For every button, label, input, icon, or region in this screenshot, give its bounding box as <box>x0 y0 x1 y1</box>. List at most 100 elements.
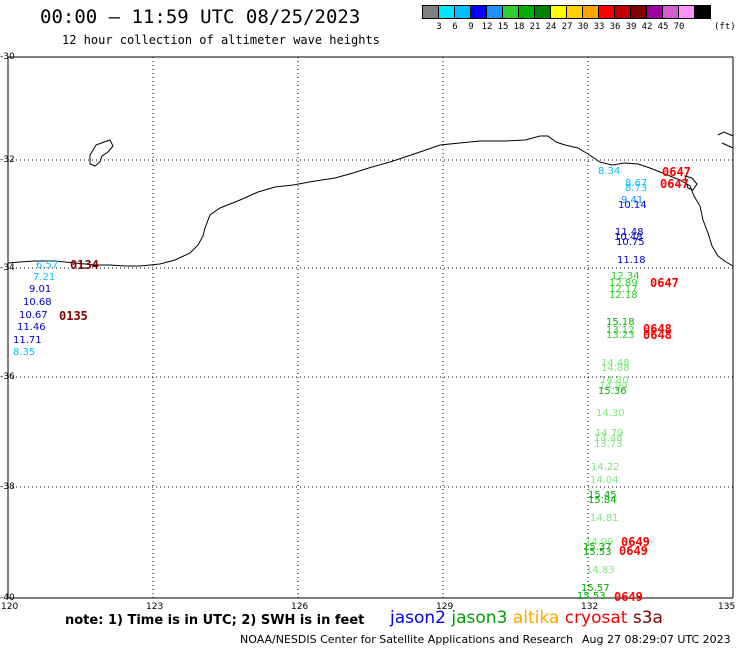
longitude-label: 132 <box>581 602 599 612</box>
wave-height-reading: 10.68 <box>23 297 52 308</box>
longitude-label: 135 <box>718 602 736 612</box>
wave-height-reading: 12.17 <box>609 284 638 295</box>
wave-height-reading: 6.57 <box>36 260 59 271</box>
graticule <box>8 57 733 598</box>
wave-height-reading: 7.21 <box>33 272 56 283</box>
color-scale-label: 24 <box>545 22 557 32</box>
color-scale-label: 18 <box>513 22 525 32</box>
wave-height-reading: 13.12 <box>606 325 635 336</box>
wave-height-reading: 10.14 <box>618 200 647 211</box>
color-scale <box>422 5 711 19</box>
longitude-label: 120 <box>1 602 19 612</box>
wave-height-reading: 11.48 <box>615 227 644 238</box>
legend-item-jason3: jason3 <box>451 608 513 628</box>
pass-time-label: 0647 <box>650 276 679 290</box>
latitude-label: -30 <box>0 52 15 62</box>
latitude-label: -34 <box>0 263 15 273</box>
wave-height-reading: 15.84 <box>588 495 617 506</box>
latitude-label: -40 <box>0 593 15 603</box>
wave-height-reading: 12.18 <box>609 290 638 301</box>
pass-time-label: 0648 <box>643 322 672 336</box>
wave-height-reading: 8.67 <box>625 178 648 189</box>
wave-height-reading: 14.99 <box>599 381 628 392</box>
wave-height-reading: 14.88 <box>601 363 630 374</box>
color-scale-labels: 3 6 9 12 15 18 21 24 27 30 33 36 39 42 45 70 <box>422 22 740 34</box>
coastline <box>7 135 734 267</box>
map-frame <box>7 56 734 599</box>
satellite-legend: jason2 jason3 altika cryosat s3a <box>390 608 663 628</box>
wave-height-reading: 8.73 <box>625 183 648 194</box>
color-scale-label: 42 <box>641 22 653 32</box>
eyre-peninsula-coast <box>717 131 734 149</box>
wave-height-reading: 10.75 <box>616 237 645 248</box>
wave-height-reading: 13.73 <box>594 439 623 450</box>
wave-height-reading: 14.80 <box>600 375 629 386</box>
wave-height-reading: 14.48 <box>594 433 623 444</box>
color-scale-unit: (ft) <box>714 22 736 32</box>
wave-height-reading: 15.53 <box>577 591 606 602</box>
wave-height-reading: 15.37 <box>583 542 612 553</box>
wave-height-reading: 13.23 <box>606 330 635 341</box>
color-scale-label: 39 <box>625 22 637 32</box>
latitude-label: -36 <box>0 372 15 382</box>
color-scale-label: 33 <box>593 22 605 32</box>
color-scale-label: 6 <box>452 22 458 32</box>
wave-height-reading: 12.89 <box>609 278 638 289</box>
wave-height-reading: 14.48 <box>601 358 630 369</box>
color-swatch <box>694 5 711 19</box>
wave-height-reading: 8.35 <box>13 347 36 358</box>
color-scale-label: 36 <box>609 22 621 32</box>
pass-time-label: 0134 <box>70 258 99 272</box>
page-subtitle: 12 hour collection of altimeter wave hei… <box>62 33 380 47</box>
page-title: 00:00 – 11:59 UTC 08/25/2023 <box>40 6 361 28</box>
pass-time-label: 0647 <box>660 177 689 191</box>
wave-height-reading: 15.57 <box>581 583 610 594</box>
wave-height-reading: 11.18 <box>617 255 646 266</box>
color-scale-label: 21 <box>529 22 541 32</box>
wave-height-reading: 11.46 <box>17 322 46 333</box>
wave-height-reading: 15.36 <box>598 386 627 397</box>
latitude-label: -38 <box>0 482 15 492</box>
wave-height-reading: 9.01 <box>29 284 52 295</box>
wave-height-reading: 10.48 <box>614 232 643 243</box>
color-scale-label: 9 <box>468 22 474 32</box>
legend-item-altika: altika <box>512 608 565 628</box>
pass-time-label: 0135 <box>59 309 88 323</box>
legend-item-s3a: s3a <box>632 608 663 628</box>
wave-height-reading: 14.79 <box>595 428 624 439</box>
wave-height-reading: 14.04 <box>590 475 619 486</box>
footer-note: note: 1) Time is in UTC; 2) SWH is in fe… <box>65 613 365 628</box>
recherche-island-coast <box>89 139 114 167</box>
wave-height-reading: 14.81 <box>590 513 619 524</box>
color-scale-label: 27 <box>561 22 573 32</box>
wave-height-reading: 11.71 <box>13 335 42 346</box>
pass-time-label: 0647 <box>662 165 691 179</box>
wave-height-reading: 15.45 <box>588 490 617 501</box>
color-scale-label: 12 <box>481 22 493 32</box>
color-scale-label: 3 <box>436 22 442 32</box>
wave-height-reading: 15.18 <box>606 317 635 328</box>
longitude-label: 126 <box>291 602 309 612</box>
wave-height-reading: 14.30 <box>596 408 625 419</box>
wave-height-reading: 14.99 <box>585 537 614 548</box>
wave-height-reading: 10.67 <box>19 310 48 321</box>
longitude-label: 129 <box>436 602 454 612</box>
legend-item-jason2: jason2 <box>390 608 452 628</box>
wave-height-reading: 14.83 <box>586 565 615 576</box>
latitude-label: -32 <box>0 155 15 165</box>
footer-timestamp: Aug 27 08:29:07 UTC 2023 <box>582 633 731 646</box>
pass-time-label: 0648 <box>643 328 672 342</box>
kangaroo-island-coast <box>684 175 698 191</box>
wave-height-reading: 12.34 <box>611 271 640 282</box>
footer-credit: NOAA/NESDIS Center for Satellite Applica… <box>240 633 574 646</box>
pass-time-label: 0649 <box>619 544 648 558</box>
wave-height-reading: 15.53 <box>583 547 612 558</box>
color-scale-label: 45 <box>657 22 669 32</box>
pass-time-label: 0649 <box>621 535 650 549</box>
wave-height-reading: 8.34 <box>598 166 621 177</box>
pass-time-label: 0649 <box>614 590 643 604</box>
longitude-label: 123 <box>146 602 164 612</box>
color-scale-label: 15 <box>497 22 509 32</box>
color-scale-label: 70 <box>673 22 685 32</box>
wave-height-reading: 9.41 <box>621 195 644 206</box>
